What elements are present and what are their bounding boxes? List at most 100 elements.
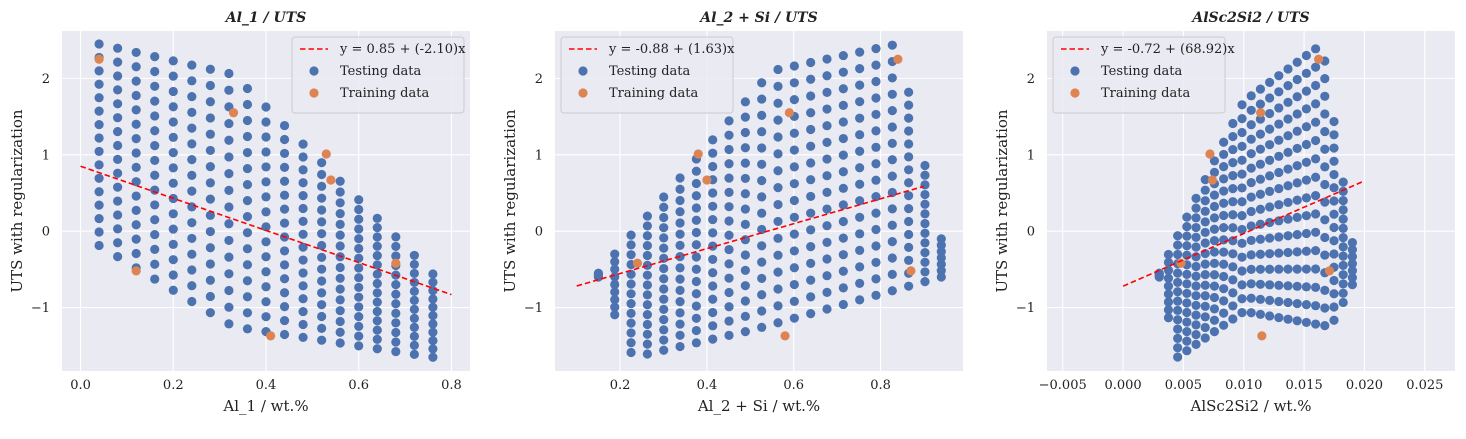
testing-point bbox=[675, 195, 685, 206]
testing-point bbox=[131, 62, 141, 72]
legend: y = -0.72 + (68.92)x Testing data Training… bbox=[1052, 36, 1235, 114]
testing-point bbox=[822, 54, 832, 64]
testing-point bbox=[150, 141, 160, 151]
testing-point bbox=[806, 191, 816, 202]
testing-point bbox=[887, 204, 897, 214]
testing-point bbox=[150, 244, 160, 255]
testing-point bbox=[1237, 280, 1247, 290]
x-axis-label: AlSc2Si2 / wt.% bbox=[1190, 397, 1312, 415]
chart-title: Al_2 + Si / UTS bbox=[698, 10, 817, 26]
testing-point bbox=[1301, 282, 1312, 292]
testing-point bbox=[757, 175, 767, 186]
testing-point bbox=[428, 294, 438, 304]
testing-point bbox=[1265, 108, 1275, 119]
testing-point bbox=[1255, 294, 1266, 304]
testing-point bbox=[391, 346, 401, 357]
testing-point bbox=[317, 276, 327, 286]
testing-point bbox=[740, 143, 750, 153]
testing-point bbox=[708, 135, 718, 145]
testing-point bbox=[1182, 346, 1192, 356]
testing-point bbox=[150, 259, 160, 269]
testing-point bbox=[1200, 280, 1210, 290]
testing-point bbox=[822, 254, 832, 264]
testing-point bbox=[757, 94, 767, 104]
testing-point bbox=[1219, 247, 1229, 257]
testing-point bbox=[1246, 192, 1256, 202]
y-axis-label: UTS with regularization bbox=[8, 109, 26, 293]
testing-point bbox=[806, 158, 816, 168]
testing-point bbox=[691, 252, 701, 262]
testing-point bbox=[838, 233, 848, 243]
testing-point bbox=[1182, 212, 1192, 222]
testing-point bbox=[757, 143, 767, 153]
testing-point bbox=[789, 195, 799, 206]
testing-point bbox=[391, 327, 401, 338]
testing-point bbox=[187, 265, 197, 275]
testing-point bbox=[1163, 289, 1174, 299]
testing-point bbox=[757, 290, 767, 300]
testing-point bbox=[317, 300, 327, 310]
testing-point bbox=[691, 166, 701, 176]
testing-point bbox=[1163, 313, 1174, 323]
testing-point bbox=[1200, 312, 1210, 322]
testing-point bbox=[1255, 84, 1266, 94]
testing-point bbox=[936, 240, 946, 250]
testing-point bbox=[1301, 300, 1312, 310]
testing-point bbox=[224, 169, 234, 179]
y-axis-label: UTS with regularization bbox=[993, 109, 1011, 293]
testing-point bbox=[724, 216, 734, 226]
testing-point bbox=[920, 276, 930, 287]
testing-point bbox=[871, 76, 881, 87]
testing-point bbox=[1292, 212, 1302, 222]
testing-point bbox=[1347, 238, 1357, 248]
testing-point bbox=[593, 268, 604, 278]
testing-point bbox=[1347, 280, 1357, 290]
testing-point bbox=[757, 78, 767, 88]
testing-point bbox=[428, 311, 438, 321]
testing-point bbox=[1283, 64, 1293, 74]
testing-point bbox=[659, 325, 669, 335]
legend-entry: y = 0.85 + (-2.10)x bbox=[339, 42, 466, 57]
testing-point bbox=[150, 81, 160, 91]
testing-point bbox=[187, 60, 197, 70]
testing-point bbox=[887, 286, 897, 296]
testing-point bbox=[789, 263, 799, 273]
testing-point bbox=[675, 285, 685, 295]
testing-point bbox=[113, 210, 123, 220]
testing-point bbox=[724, 302, 734, 312]
testing-point bbox=[691, 191, 701, 201]
testing-point bbox=[224, 219, 234, 229]
data-layer bbox=[80, 39, 452, 362]
testing-point bbox=[1173, 305, 1183, 316]
testing-point bbox=[757, 110, 767, 120]
legend-box bbox=[291, 36, 465, 114]
testing-point bbox=[94, 66, 104, 76]
x-axis-label: Al_1 / wt.% bbox=[222, 397, 308, 415]
legend-entry: y = -0.72 + (68.92)x bbox=[1100, 42, 1235, 57]
testing-point bbox=[428, 269, 438, 279]
testing-point bbox=[1191, 242, 1201, 252]
testing-point bbox=[261, 102, 271, 112]
testing-point bbox=[838, 84, 848, 94]
testing-point bbox=[1228, 275, 1238, 285]
testing-point bbox=[261, 162, 271, 172]
testing-point bbox=[279, 134, 290, 145]
testing-point bbox=[871, 208, 881, 218]
testing-point bbox=[642, 349, 652, 359]
testing-point bbox=[168, 270, 178, 280]
testing-point bbox=[855, 229, 865, 239]
testing-point bbox=[904, 165, 914, 175]
x-tick-label: 0.2 bbox=[163, 378, 184, 393]
testing-point bbox=[391, 251, 401, 261]
testing-point bbox=[1246, 250, 1256, 260]
training-point bbox=[1256, 108, 1266, 118]
testing-point bbox=[1320, 74, 1330, 84]
testing-point bbox=[642, 231, 652, 241]
testing-point bbox=[1246, 91, 1256, 101]
testing-point bbox=[1237, 155, 1247, 165]
testing-point bbox=[113, 252, 123, 262]
testing-point bbox=[773, 318, 783, 328]
testing-point bbox=[1320, 215, 1330, 225]
testing-point bbox=[150, 215, 160, 225]
testing-point bbox=[335, 306, 345, 316]
